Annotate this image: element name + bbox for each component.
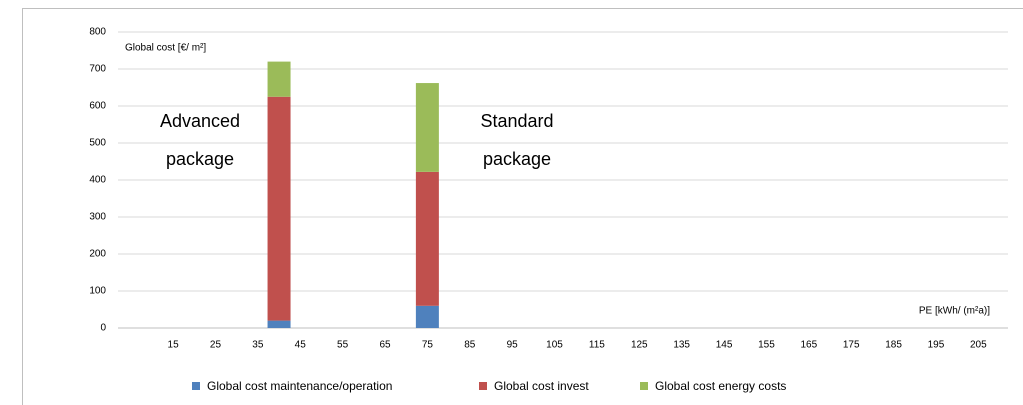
y-tick-label: 300 [89,212,106,223]
y-tick-label: 500 [89,138,106,149]
x-tick-label: 185 [885,340,902,351]
x-tick-label: 25 [210,340,222,351]
x-tick-label: 55 [337,340,349,351]
x-tick-label: 135 [673,340,690,351]
chart-border [22,8,1023,405]
legend-swatch [640,382,648,390]
x-axis-label: PE [kWh/ (m²a)] [919,306,990,317]
annotation: Advanced [160,111,240,131]
y-tick-label: 700 [89,64,106,75]
y-tick-label: 800 [89,27,106,38]
x-tick-label: 205 [970,340,987,351]
y-tick-label: 600 [89,101,106,112]
x-tick-label: 35 [252,340,264,351]
y-tick-label: 400 [89,175,106,186]
bar-segment [267,61,291,97]
x-tick-label: 115 [589,340,605,351]
y-axis-label: Global cost [€/ m²] [125,43,206,54]
bar-segment [415,305,439,328]
legend-label: Global cost maintenance/operation [207,379,392,393]
annotation: package [166,149,234,169]
legend-swatch [479,382,487,390]
x-tick-label: 65 [379,340,391,351]
x-tick-label: 165 [800,340,817,351]
legend-swatch [192,382,200,390]
x-tick-label: 175 [843,340,860,351]
x-tick-label: 155 [758,340,775,351]
y-tick-label: 100 [89,286,106,297]
bar-segment [415,83,439,172]
x-tick-label: 45 [295,340,307,351]
annotation: Standard [480,111,553,131]
x-tick-label: 95 [507,340,519,351]
y-tick-label: 0 [100,323,106,334]
legend-label: Global cost energy costs [655,379,786,393]
bar-segment [415,171,439,306]
x-tick-label: 85 [464,340,476,351]
bar-segment [267,320,291,328]
x-tick-label: 125 [631,340,648,351]
annotation: package [483,149,551,169]
x-tick-label: 105 [546,340,563,351]
y-tick-label: 200 [89,249,106,260]
bar-segment [267,96,291,321]
x-tick-label: 195 [928,340,945,351]
x-tick-label: 145 [716,340,733,351]
legend-label: Global cost invest [494,379,589,393]
x-tick-label: 75 [422,340,434,351]
x-tick-label: 15 [168,340,180,351]
